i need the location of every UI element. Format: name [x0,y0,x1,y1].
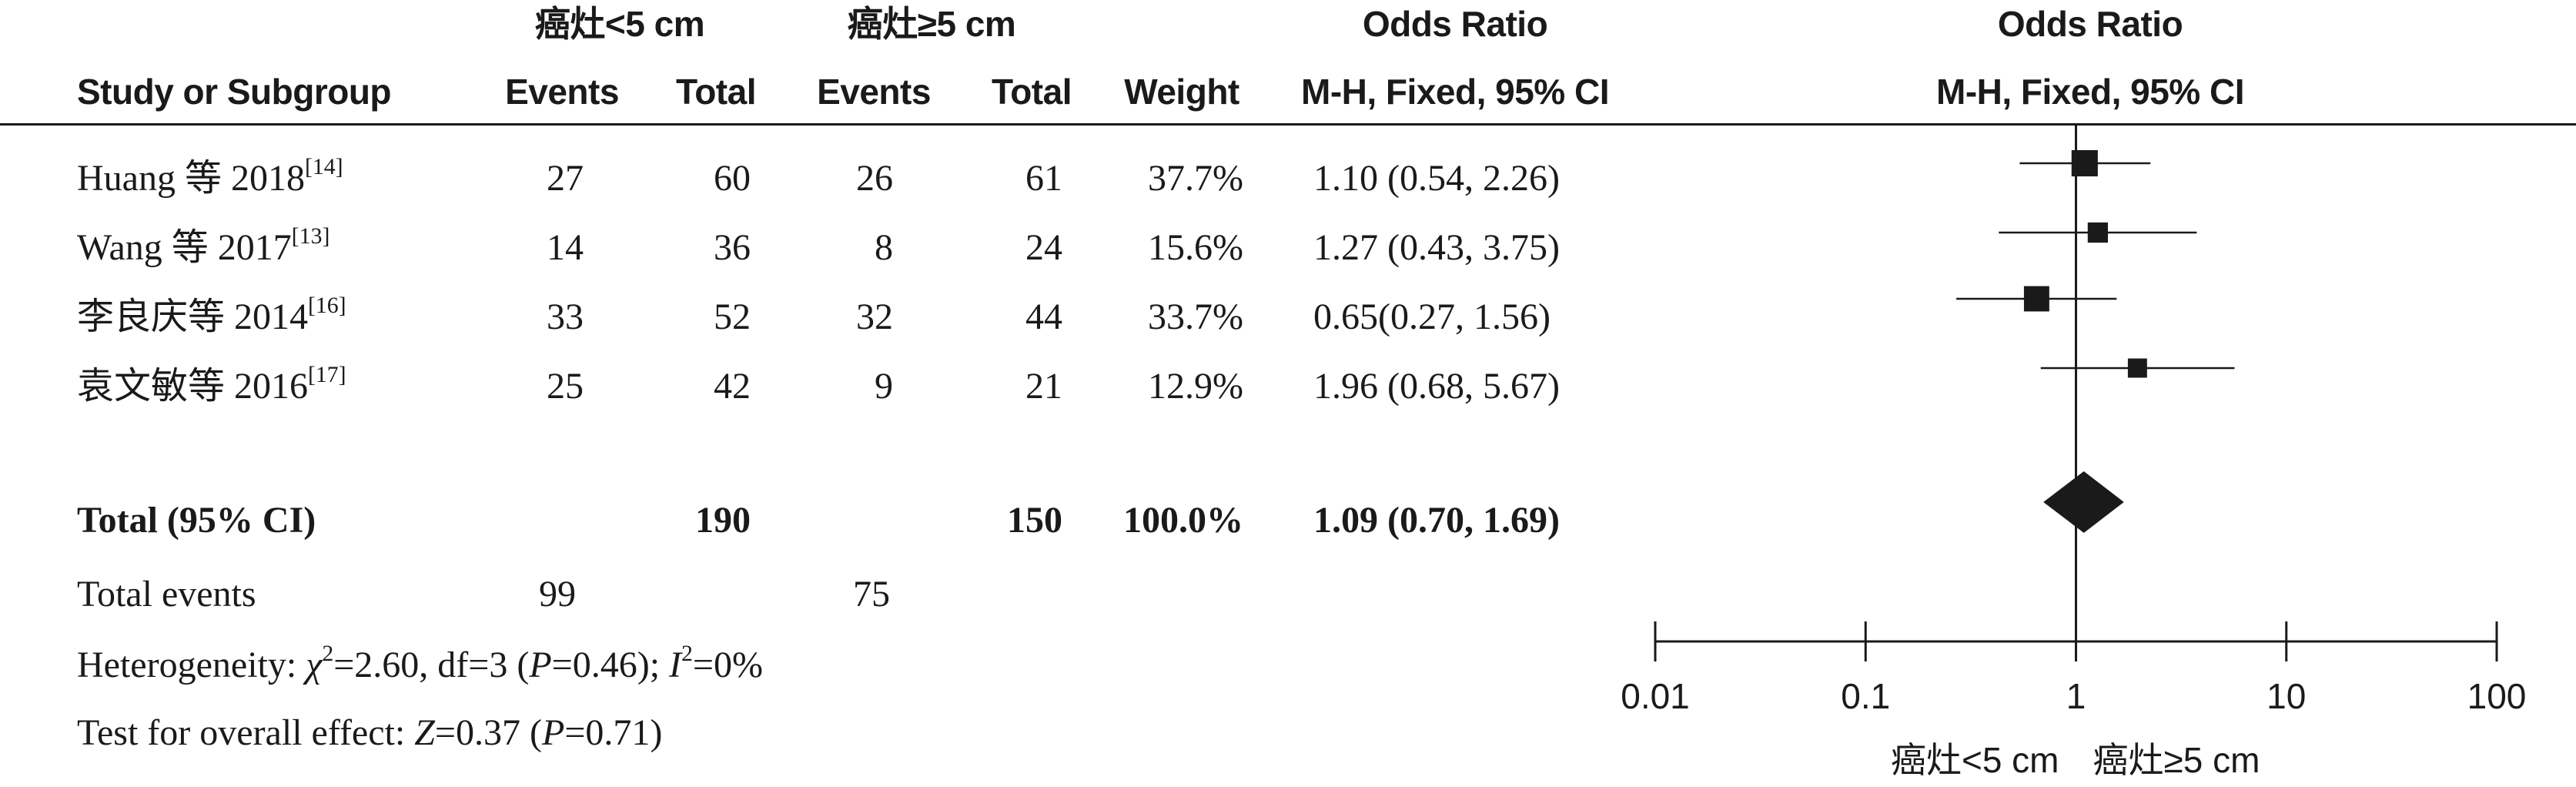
x-tick-label: 100 [2467,676,2527,716]
summary-diamond [2043,471,2124,533]
total1-cell: 52 [714,296,751,337]
total2-cell: 21 [1025,366,1062,407]
events2-cell: 9 [875,366,893,407]
heterogeneity-text: Heterogeneity: χ2=2.60, df=3 (P=0.46); I… [77,641,763,685]
total2-cell: 24 [1025,227,1062,268]
group1-header: 癌灶<5 cm [534,4,705,44]
total1-cell: 42 [714,366,751,407]
events1-total: 99 [539,574,576,615]
study-name: Huang 等 2018[14] [77,154,343,199]
study-name: Wang 等 2017[13] [77,223,330,268]
total1-cell: 60 [714,158,751,199]
total1-header: Total [676,72,756,112]
events2-cell: 26 [856,158,893,199]
study-name: 袁文敏等 2016[17] [77,362,346,407]
total2-cell: 44 [1025,296,1062,337]
group2-header: 癌灶≥5 cm [847,4,1016,44]
events2-header: Events [817,72,931,112]
total-label: Total (95% CI) [77,500,316,541]
effect-square [2127,358,2147,378]
events2-total: 75 [853,574,890,615]
or-title: Odds Ratio [1362,4,1548,44]
weight-cell: 37.7% [1148,158,1243,199]
study-col-header: Study or Subgroup [77,72,392,112]
method-header-plot: M-H, Fixed, 95% CI [1936,72,2244,112]
x-tick-label: 1 [2066,676,2086,716]
events1-cell: 33 [547,296,584,337]
x-tick-label: 0.01 [1621,676,1690,716]
ci-cell: 0.65(0.27, 1.56) [1313,296,1551,337]
ci-cell: 1.96 (0.68, 5.67) [1313,366,1560,407]
total1-sum: 190 [695,500,751,541]
weight-cell: 15.6% [1148,227,1243,268]
effect-square [2071,149,2098,177]
favors-left-label: 癌灶<5 cm [1891,740,2059,780]
favors-right-label: 癌灶≥5 cm [2093,740,2260,780]
weight-cell: 12.9% [1148,366,1243,407]
ci-cell: 1.10 (0.54, 2.26) [1313,158,1560,199]
overall-effect-text: Test for overall effect: Z=0.37 (P=0.71) [77,712,663,753]
events2-cell: 32 [856,296,893,337]
or-title-plot: Odds Ratio [1997,4,2183,44]
x-tick-label: 10 [2267,676,2306,716]
events-label: Total events [77,574,256,615]
study-name: 李良庆等 2014[16] [77,293,346,337]
ci-cell: 1.27 (0.43, 3.75) [1313,227,1560,268]
events1-cell: 27 [547,158,584,199]
total-weight: 100.0% [1123,500,1243,541]
total-ci: 1.09 (0.70, 1.69) [1313,500,1560,541]
effect-square [2023,286,2049,312]
total1-cell: 36 [714,227,751,268]
weight-cell: 33.7% [1148,296,1243,337]
header-rule [0,123,2576,126]
events1-header: Events [505,72,619,112]
events2-cell: 8 [875,227,893,268]
total2-cell: 61 [1025,158,1062,199]
effect-square [2087,222,2108,243]
method-header: M-H, Fixed, 95% CI [1301,72,1609,112]
weight-header: Weight [1124,72,1239,112]
events1-cell: 14 [547,227,584,268]
total2-header: Total [992,72,1072,112]
events1-cell: 25 [547,366,584,407]
total2-sum: 150 [1007,500,1062,541]
x-tick-label: 0.1 [1841,676,1890,716]
